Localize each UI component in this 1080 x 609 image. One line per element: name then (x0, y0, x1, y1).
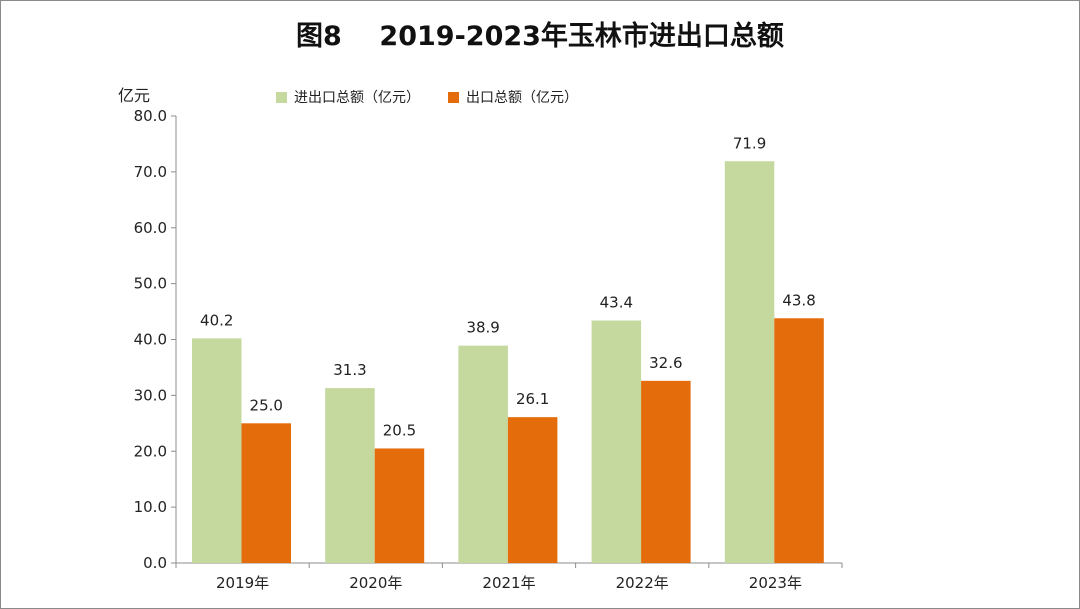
data-label-export: 25.0 (250, 396, 283, 414)
bar-export (641, 380, 691, 563)
legend-swatch-export (448, 91, 459, 103)
y-tick-label: 50.0 (134, 275, 167, 293)
data-label-total: 40.2 (200, 311, 233, 329)
x-category-label: 2022年 (616, 574, 669, 592)
x-category-label: 2021年 (482, 574, 535, 592)
legend-swatch-total (276, 91, 287, 103)
data-label-total: 43.4 (600, 294, 633, 312)
y-tick-label: 40.0 (134, 331, 167, 349)
data-label-total: 31.3 (333, 361, 366, 379)
chart-title: 图8 2019-2023年玉林市进出口总额 (296, 21, 784, 52)
x-category-label: 2020年 (349, 574, 402, 592)
data-label-export: 32.6 (649, 354, 682, 372)
data-label-export: 26.1 (516, 390, 549, 408)
y-axis-unit: 亿元 (118, 86, 151, 105)
x-category-label: 2023年 (749, 574, 802, 592)
bar-export (374, 448, 425, 563)
bar-total (458, 345, 508, 563)
bar-total (192, 338, 242, 563)
y-tick-label: 60.0 (134, 219, 167, 237)
data-label-total: 71.9 (733, 134, 766, 152)
legend-label-export: 出口总额（亿元） (466, 90, 578, 106)
data-label-export: 43.8 (782, 291, 815, 309)
legend: 进出口总额（亿元） 出口总额（亿元） (276, 87, 578, 107)
bar-export (774, 318, 824, 563)
bar-total (724, 161, 775, 564)
legend-item-total: 进出口总额（亿元） (276, 87, 420, 107)
y-tick-label: 20.0 (134, 442, 167, 460)
data-label-export: 20.5 (383, 421, 416, 439)
y-tick-label: 80.0 (134, 107, 167, 125)
bar-total (325, 388, 375, 563)
y-tick-label: 0.0 (143, 554, 167, 572)
y-tick-label: 30.0 (134, 386, 167, 404)
y-tick-label: 70.0 (134, 163, 167, 181)
legend-item-export: 出口总额（亿元） (448, 87, 578, 107)
bar-export (507, 417, 558, 563)
bar-total (591, 320, 642, 563)
legend-label-total: 进出口总额（亿元） (294, 90, 420, 106)
y-tick-label: 10.0 (134, 498, 167, 516)
x-category-label: 2019年 (216, 574, 269, 592)
data-label-total: 38.9 (466, 319, 499, 337)
bar-export (241, 423, 291, 563)
